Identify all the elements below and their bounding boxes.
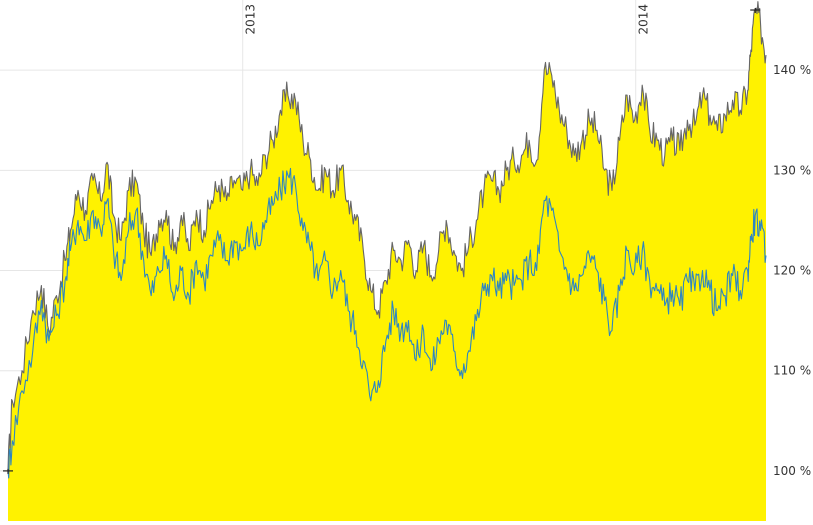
series-area-1: [8, 1, 766, 521]
series-markers: [3, 8, 761, 474]
y-tick-label: 110 %: [773, 364, 811, 378]
y-tick-label: 130 %: [773, 163, 811, 177]
x-tick-label: 2013: [244, 4, 258, 35]
series-areas: [8, 1, 766, 521]
y-axis-ticks: 100 % 110 % 120 % 130 % 140 %: [773, 63, 811, 478]
y-tick-label: 120 %: [773, 264, 811, 278]
series-line-2: [7, 167, 767, 479]
x-axis-ticks: 2013 2014: [244, 4, 651, 35]
y-tick-label: 100 %: [773, 464, 811, 478]
series-line-1: [7, 1, 767, 471]
series-lines: [7, 1, 767, 479]
x-tick-label: 2014: [637, 4, 651, 35]
y-tick-label: 140 %: [773, 63, 811, 77]
